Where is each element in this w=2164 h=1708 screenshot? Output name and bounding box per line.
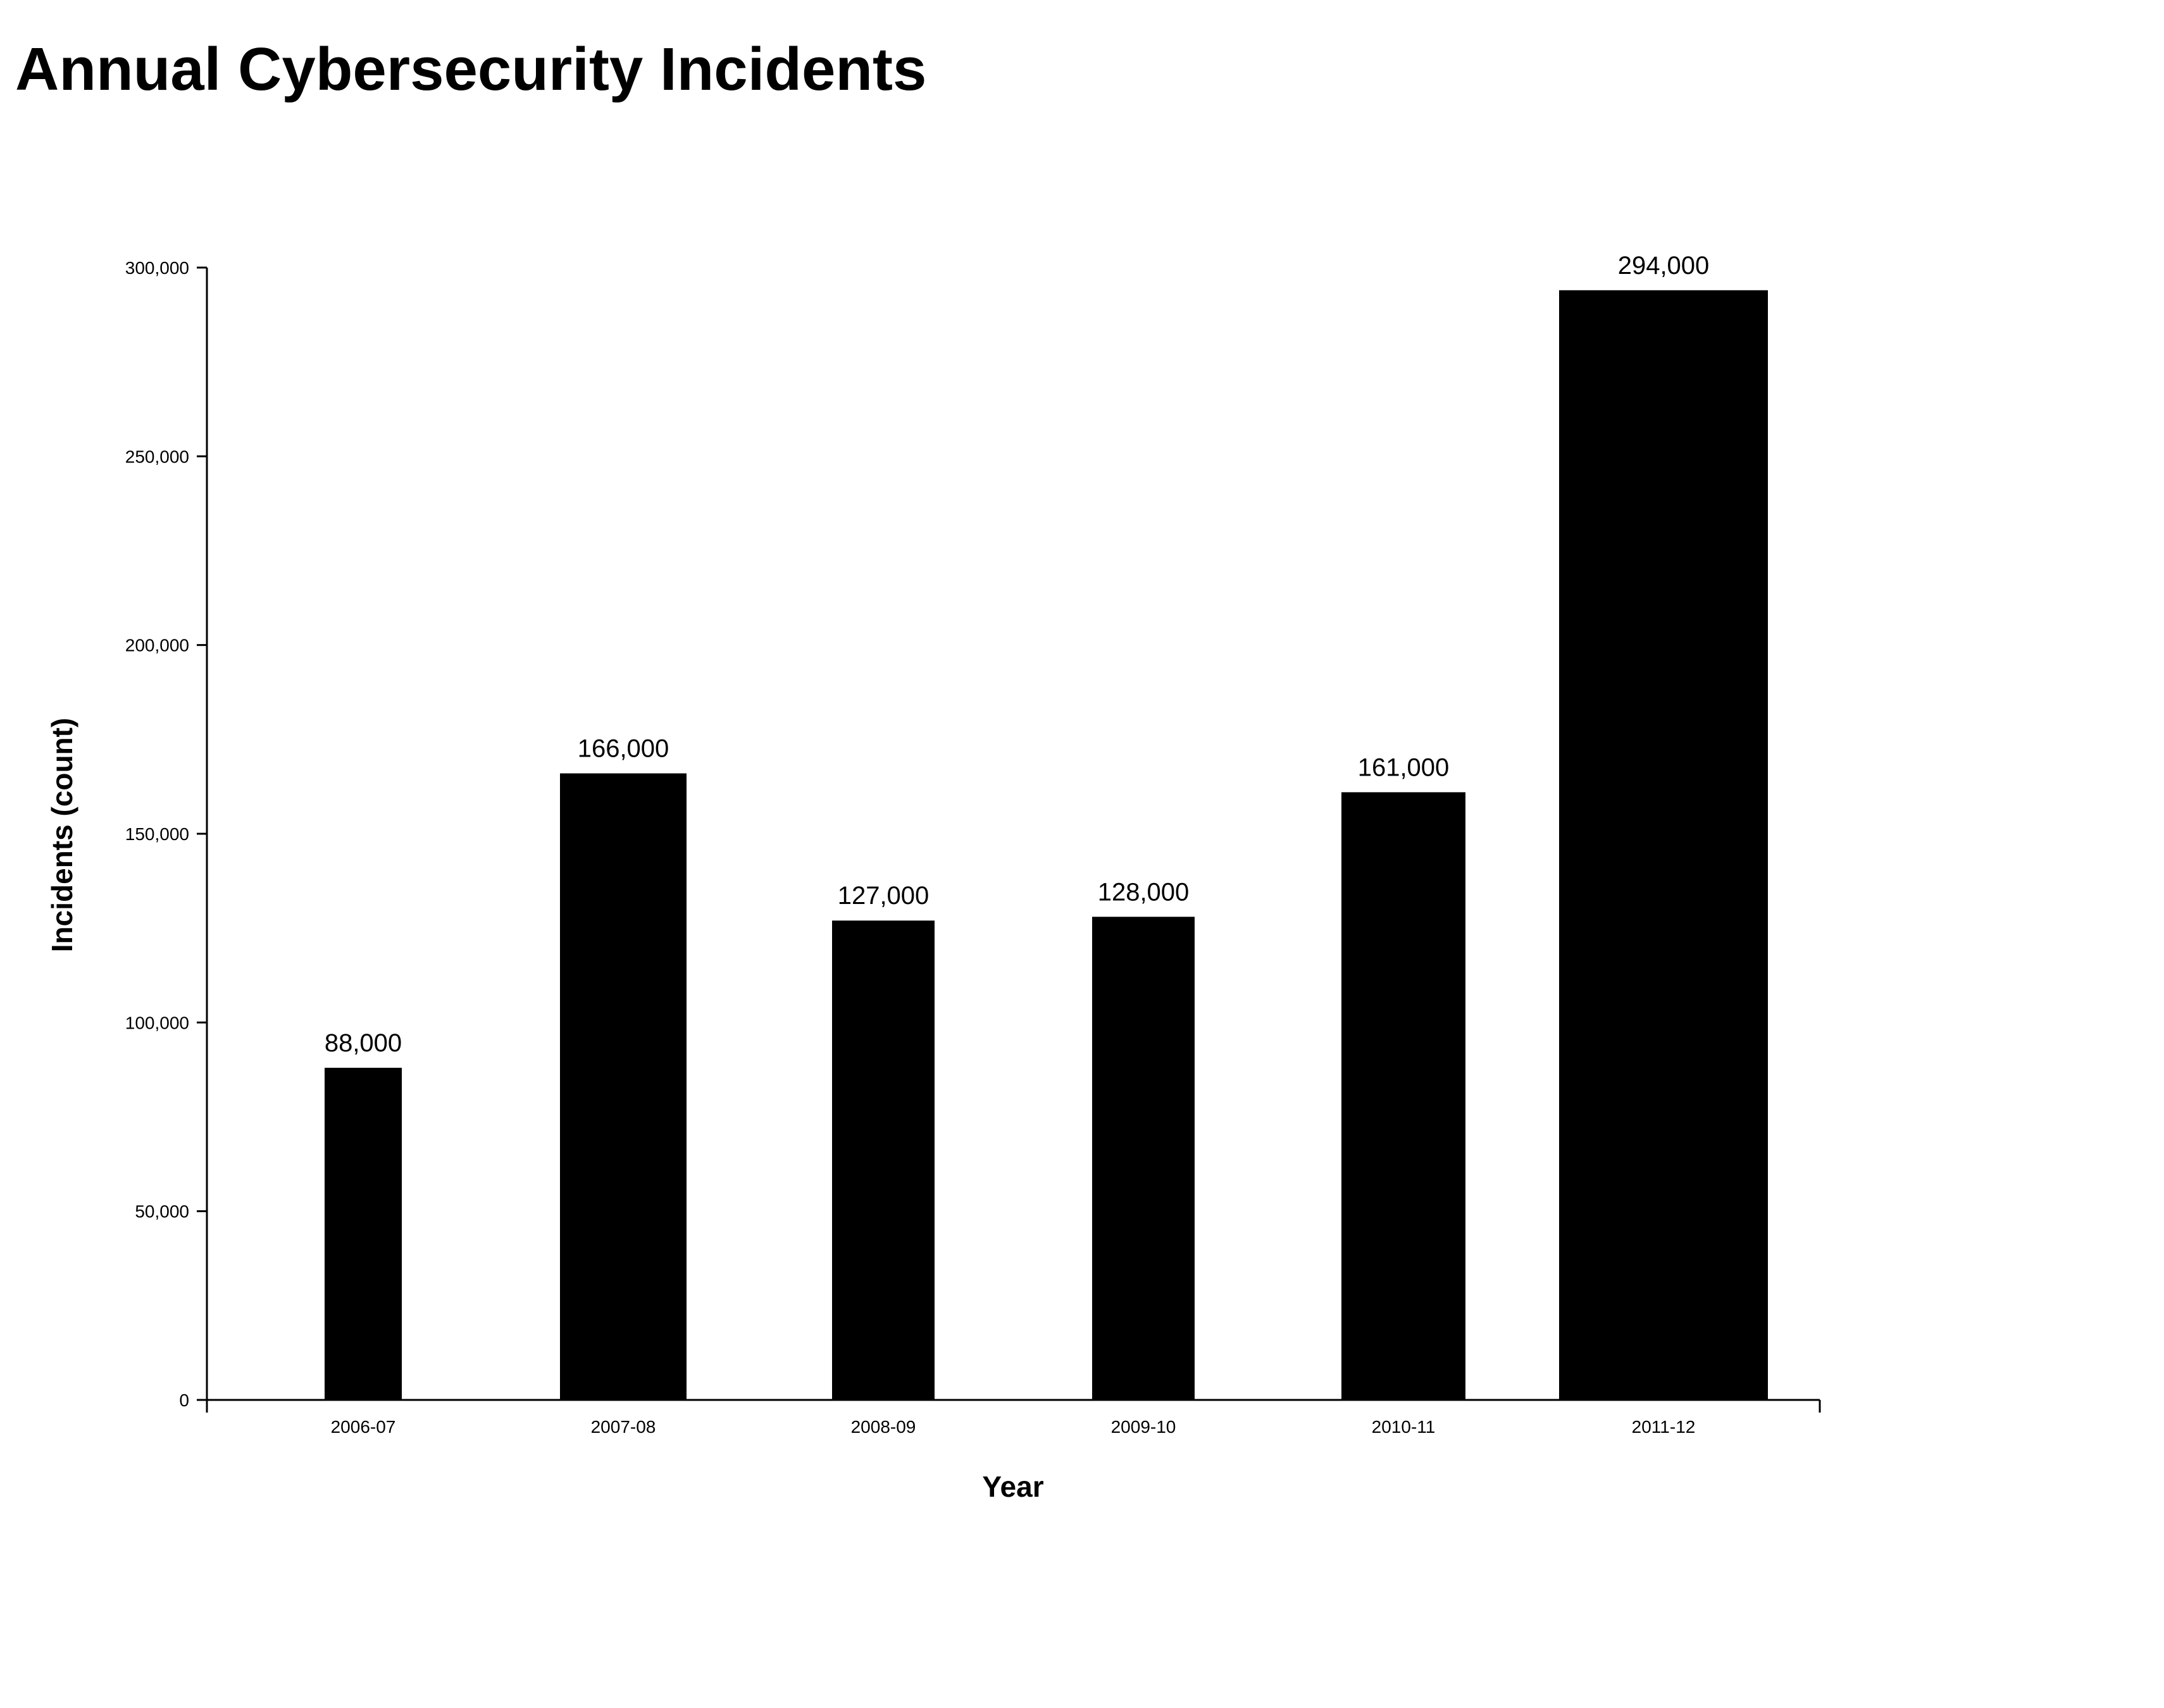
x-tick-label: 2007-08 — [591, 1417, 656, 1437]
y-axis: 0 50,000 100,000 150,000 200,000 250,000 300,0… — [125, 258, 208, 1413]
data-label-2011-12: 294,000 — [1618, 252, 1710, 280]
bar-2008-09 — [832, 920, 935, 1400]
x-tick-label: 2006-07 — [331, 1417, 396, 1437]
bar-2010-11 — [1341, 792, 1465, 1400]
y-tick-label: 200,000 — [125, 636, 189, 655]
y-tick-label: 100,000 — [125, 1013, 189, 1032]
y-axis-title: Incidents (count) — [46, 718, 78, 953]
x-tick-label: 2009-10 — [1111, 1417, 1176, 1437]
bar-2007-08 — [560, 773, 687, 1400]
chart-title: Annual Cybersecurity Incidents — [15, 35, 927, 103]
data-label-2006-07: 88,000 — [325, 1029, 402, 1057]
x-tick-label: 2011-12 — [1632, 1417, 1696, 1437]
bar-2009-10 — [1092, 917, 1195, 1400]
y-tick-label: 150,000 — [125, 824, 189, 844]
data-label-2007-08: 166,000 — [578, 735, 669, 763]
y-tick-label: 0 — [179, 1390, 189, 1410]
x-axis: 2006-07 2007-08 2008-09 2009-10 2010-11 2011-… — [207, 1399, 1821, 1437]
x-tick-label: 2010-11 — [1372, 1417, 1436, 1437]
x-axis-title: Year — [982, 1470, 1043, 1503]
bars — [325, 290, 1768, 1400]
data-label-2009-10: 128,000 — [1098, 878, 1190, 906]
bar-2006-07 — [325, 1067, 402, 1400]
x-tick-label: 2008-09 — [851, 1417, 916, 1437]
bar-2011-12 — [1559, 290, 1768, 1400]
y-tick-label: 250,000 — [125, 447, 189, 466]
data-label-2010-11: 161,000 — [1358, 753, 1450, 781]
data-labels: 88,000 166,000 127,000 128,000 161,000 294,00… — [325, 252, 1709, 1057]
data-label-2008-09: 127,000 — [838, 882, 930, 910]
y-tick-label: 300,000 — [125, 258, 189, 278]
y-tick-label: 50,000 — [135, 1202, 189, 1222]
